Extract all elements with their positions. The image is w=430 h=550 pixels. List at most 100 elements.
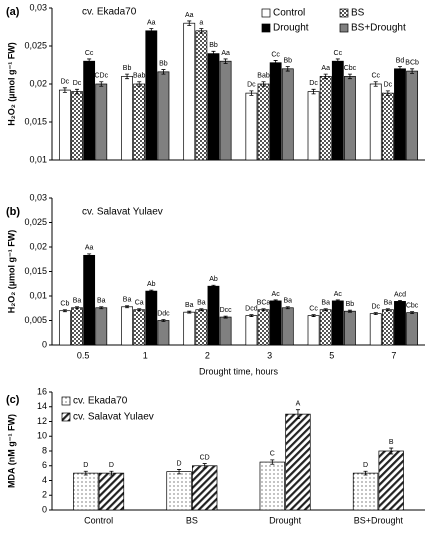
- error-bar: [261, 308, 266, 312]
- bar: [71, 91, 83, 161]
- bar-annotation: Dc: [73, 80, 82, 87]
- error-bar: [410, 311, 415, 315]
- error-bar: [161, 69, 166, 75]
- error-bar: [75, 88, 80, 95]
- error-bar: [273, 299, 278, 303]
- bar: [133, 309, 146, 346]
- error-bar: [187, 310, 192, 314]
- x-tick-label: 5: [329, 350, 334, 360]
- error-bar: [109, 470, 114, 476]
- bar-annotation: Ddc: [157, 310, 170, 317]
- y-tick-label: 0,025: [24, 217, 47, 227]
- error-bar: [161, 319, 166, 322]
- bar-annotation: Cbc: [344, 65, 357, 72]
- error-bar: [99, 306, 104, 310]
- bar: [394, 68, 406, 161]
- legend-swatch: [61, 396, 71, 406]
- y-tick-label: 0,015: [24, 266, 47, 276]
- panel-label: (b): [6, 206, 20, 218]
- error-bar: [311, 314, 316, 317]
- bar-annotation: Ba: [97, 298, 106, 305]
- bar: [269, 300, 282, 346]
- bar: [344, 76, 356, 161]
- legend-label: cv. Ekada70: [73, 396, 128, 407]
- bar-annotation: Dc: [61, 79, 70, 86]
- bar-annotation: Dc: [247, 82, 256, 89]
- error-bar: [385, 308, 390, 312]
- legend-swatch: [261, 8, 271, 18]
- x-tick-label: 2: [205, 350, 210, 360]
- bar-annotation: CDc: [94, 73, 108, 80]
- bar: [378, 450, 404, 511]
- bar: [195, 30, 208, 161]
- bar-annotation: Ba: [123, 297, 132, 304]
- bar: [166, 471, 192, 511]
- bar-annotation: Bab: [133, 73, 146, 80]
- x-tick-label: 0.5: [77, 350, 90, 360]
- y-tick-label: 0,025: [24, 40, 47, 50]
- error-bar: [137, 308, 142, 312]
- y-axis-label: H₂O₂ (µmol g⁻¹ FW): [6, 42, 16, 125]
- bar: [352, 472, 379, 511]
- bar: [269, 62, 282, 161]
- error-bar: [373, 312, 378, 316]
- bar: [245, 315, 258, 346]
- bar-annotation: C: [270, 451, 275, 458]
- y-tick-label: 4: [42, 475, 47, 485]
- x-tick-label: BS: [186, 515, 198, 525]
- legend-label: Drought: [273, 23, 309, 34]
- bar: [71, 307, 83, 346]
- bar-annotation: Ac: [272, 291, 281, 298]
- x-tick-label: 3: [267, 350, 272, 360]
- bar: [307, 315, 320, 346]
- legend-label: BS: [351, 8, 365, 19]
- legend-label: BS+Drought: [351, 23, 406, 34]
- x-axis-label: Drought time, hours: [199, 366, 279, 376]
- legend-swatch: [339, 23, 349, 33]
- legend-label: Control: [273, 8, 305, 19]
- y-tick-label: 0,02: [29, 78, 47, 88]
- bar-annotation: Ac: [334, 291, 343, 298]
- bar: [58, 89, 71, 161]
- legend-label: cv. Salavat Yulaev: [73, 412, 154, 423]
- bar-annotation: D: [177, 460, 182, 467]
- bar-annotation: Aa: [321, 65, 330, 72]
- bar: [285, 413, 311, 511]
- error-bar: [75, 306, 80, 310]
- error-bar: [202, 463, 207, 469]
- y-tick-label: 0: [42, 504, 47, 514]
- bar: [281, 68, 294, 161]
- bar: [133, 83, 146, 161]
- bar: [58, 310, 71, 346]
- y-tick-label: 0: [42, 339, 47, 349]
- x-tick-label: 7: [391, 350, 396, 360]
- bar: [121, 306, 133, 346]
- bar: [257, 83, 270, 161]
- legend-swatch: [61, 412, 71, 422]
- bar-annotation: Aa: [85, 245, 94, 252]
- bar: [394, 301, 406, 346]
- legend-swatch: [339, 8, 349, 18]
- bar-annotation: Ab: [147, 281, 156, 288]
- bar: [257, 309, 270, 346]
- error-bar: [261, 81, 266, 87]
- bar-annotation: Cc: [271, 51, 280, 58]
- error-bar: [249, 314, 254, 317]
- error-bar: [177, 469, 182, 475]
- bar: [195, 309, 208, 346]
- error-bar: [137, 81, 142, 87]
- bar: [219, 316, 232, 346]
- bar-annotation: Dc: [309, 80, 318, 87]
- bar-annotation: CD: [200, 454, 210, 461]
- bar: [245, 92, 258, 161]
- error-bar: [249, 90, 254, 96]
- error-bar: [83, 470, 88, 476]
- error-bar: [125, 305, 130, 309]
- bar: [259, 461, 285, 511]
- bar: [207, 285, 220, 346]
- error-bar: [125, 73, 130, 80]
- error-bar: [363, 470, 368, 476]
- bar-annotation: Cc: [85, 50, 94, 57]
